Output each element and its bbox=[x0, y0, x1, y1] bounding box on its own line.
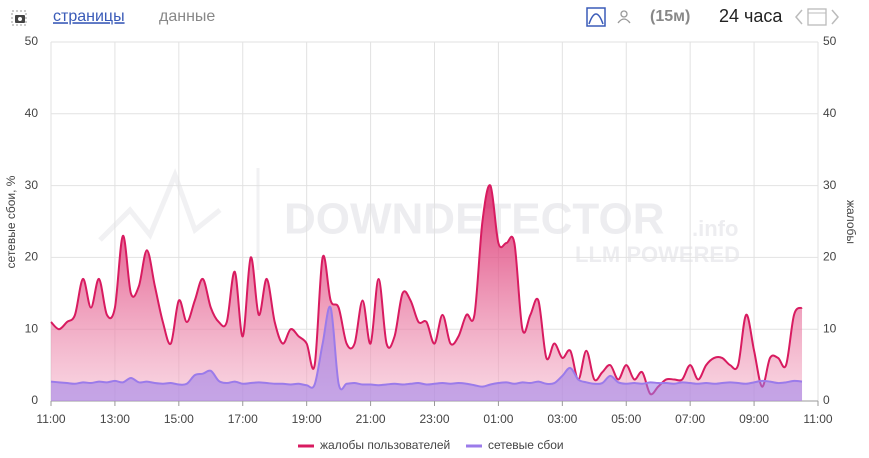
y-axis-label: сетевые сбои, % bbox=[4, 175, 18, 268]
y2-tick-label: 20 bbox=[823, 250, 837, 264]
header: страницы данные (15м) 24 часа bbox=[11, 6, 839, 27]
area-fill bbox=[51, 185, 803, 401]
x-tick-label: 07:00 bbox=[675, 412, 705, 426]
watermark-suffix: .info bbox=[692, 216, 738, 241]
x-tick-label: 11:00 bbox=[803, 412, 832, 426]
y-tick-label: 30 bbox=[25, 178, 39, 192]
x-tick-label: 13:00 bbox=[100, 412, 130, 426]
y2-tick-label: 40 bbox=[823, 106, 837, 120]
calendar-icon[interactable] bbox=[807, 8, 827, 26]
area-fill bbox=[51, 306, 803, 401]
tab-data[interactable]: данные bbox=[159, 8, 215, 25]
y2-axis-label: жалобы bbox=[844, 200, 858, 244]
x-tick-label: 01:00 bbox=[483, 412, 513, 426]
y-tick-label: 0 bbox=[31, 393, 38, 407]
series-line bbox=[50, 305, 803, 391]
y2-tick-label: 10 bbox=[823, 321, 837, 335]
x-tick-label: 23:00 bbox=[419, 412, 449, 426]
y-tick-label: 40 bbox=[25, 106, 39, 120]
x-tick-label: 15:00 bbox=[164, 412, 194, 426]
y-tick-label: 20 bbox=[25, 250, 39, 264]
camera-icon[interactable] bbox=[11, 10, 27, 26]
range[interactable]: 24 часа bbox=[719, 6, 783, 26]
legend-label: жалобы пользователей bbox=[320, 438, 450, 452]
x-tick-label: 19:00 bbox=[292, 412, 322, 426]
y2-tick-label: 0 bbox=[823, 393, 830, 407]
watermark: DOWNDETECTOR .info LLM POWERED bbox=[98, 168, 740, 270]
y-tick-label: 10 bbox=[25, 321, 39, 335]
x-tick-label: 17:00 bbox=[228, 412, 258, 426]
x-tick-label: 11:00 bbox=[36, 412, 65, 426]
interval[interactable]: (15м) bbox=[650, 8, 690, 25]
x-tick-label: 05:00 bbox=[611, 412, 641, 426]
y2-tick-label: 30 bbox=[823, 178, 837, 192]
chart-mode-icon[interactable] bbox=[586, 7, 606, 27]
x-tick-label: 21:00 bbox=[356, 412, 386, 426]
legend-label: сетевые сбои bbox=[488, 438, 564, 452]
next-arrow[interactable] bbox=[831, 9, 839, 25]
watermark-tagline: LLM POWERED bbox=[575, 242, 740, 267]
y-tick-label: 50 bbox=[25, 34, 39, 48]
y2-tick-label: 50 bbox=[823, 34, 837, 48]
tab-pages[interactable]: страницы bbox=[53, 8, 125, 25]
series-line bbox=[50, 184, 803, 396]
x-tick-label: 09:00 bbox=[739, 412, 769, 426]
user-icon[interactable] bbox=[617, 10, 631, 24]
prev-arrow[interactable] bbox=[795, 9, 803, 25]
watermark-brand: DOWNDETECTOR bbox=[284, 195, 665, 244]
x-tick-label: 03:00 bbox=[547, 412, 577, 426]
